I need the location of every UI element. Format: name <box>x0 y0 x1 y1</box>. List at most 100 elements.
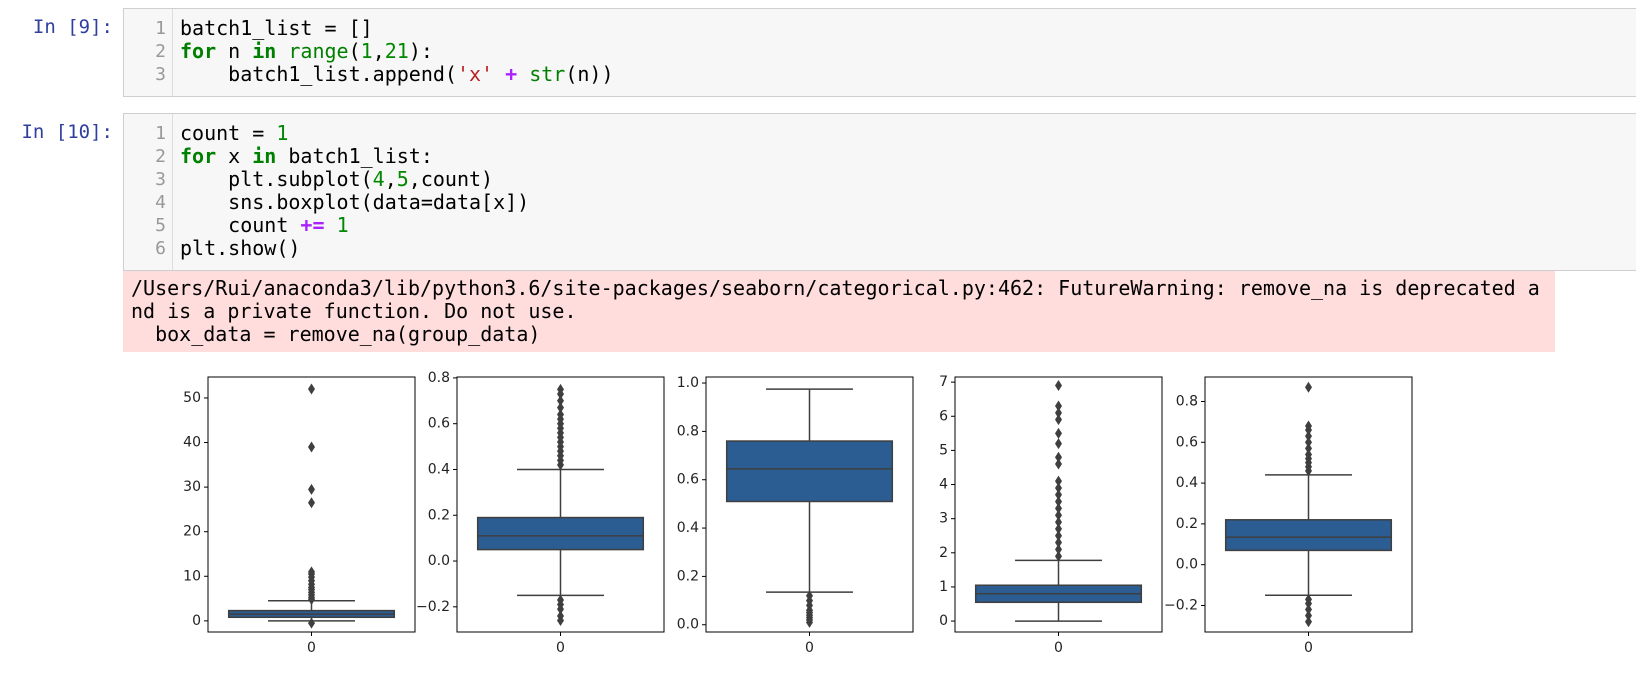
outlier <box>1055 380 1062 392</box>
code-token: for <box>180 144 217 168</box>
y-tick-label: 0.8 <box>677 423 699 439</box>
axes-frame <box>954 376 1163 633</box>
y-tick-label: 10 <box>183 568 201 584</box>
outlier <box>308 383 315 395</box>
outlier <box>308 441 315 453</box>
code-line: for x in batch1_list: <box>180 145 433 168</box>
axes-frame <box>705 376 914 633</box>
code-line: for n in range(1,21): <box>180 40 433 63</box>
outlier <box>806 616 813 628</box>
code-token: (n)) <box>565 62 614 86</box>
code-token: ,count) <box>408 167 494 191</box>
outlier <box>308 497 315 509</box>
code-line: sns.boxplot(data=data[x]) <box>180 191 529 214</box>
line-number: 1 <box>155 123 166 144</box>
stderr-output: /Users/Rui/anaconda3/lib/python3.6/site-… <box>123 268 1555 352</box>
warning-line: /Users/Rui/anaconda3/lib/python3.6/site-… <box>131 276 1540 300</box>
code-token: n <box>216 39 253 63</box>
outlier <box>1055 438 1062 450</box>
code-line: batch1_list = [] <box>180 17 373 40</box>
y-tick-label: 0 <box>192 613 201 629</box>
code-token: for <box>180 39 217 63</box>
y-tick-label: 1.0 <box>677 375 699 391</box>
line-number: 2 <box>155 41 166 62</box>
box <box>1224 519 1393 552</box>
y-tick-label: 0.6 <box>677 472 699 488</box>
outlier <box>1305 465 1312 477</box>
cell-prompt: In [10]: <box>21 121 113 143</box>
line-number: 6 <box>155 238 166 259</box>
code-token: count <box>180 213 301 237</box>
outlier <box>1055 400 1062 412</box>
x-tick-label: 0 <box>805 640 814 656</box>
y-tick-label: 0.8 <box>428 370 450 386</box>
axes-frame <box>456 376 665 633</box>
code-token: 1 <box>336 213 349 237</box>
code-token: plt.subplot( <box>180 167 373 191</box>
code-token: batch1_list.append( <box>180 62 457 86</box>
outlier <box>557 402 564 414</box>
code-token: 4 <box>372 167 385 191</box>
outlier <box>557 395 564 407</box>
outlier <box>1055 427 1062 439</box>
code-token: sns.boxplot(data=data[x]) <box>180 190 530 214</box>
x-tick-label: 0 <box>1304 640 1313 656</box>
outlier <box>1055 496 1062 508</box>
y-tick-label: 1 <box>939 579 948 595</box>
outlier <box>1055 458 1062 470</box>
y-tick-label: 4 <box>939 477 948 493</box>
axes-frame <box>1204 376 1413 633</box>
line-number: 1 <box>155 18 166 39</box>
code-token: += <box>300 213 325 237</box>
code-line: count = 1 <box>180 122 288 145</box>
y-tick-label: 0.4 <box>1176 475 1198 491</box>
outlier <box>1055 414 1062 426</box>
code-token: 'x' <box>456 62 494 86</box>
outlier <box>1305 436 1312 448</box>
y-tick-label: 5 <box>939 442 948 458</box>
code-token: 21 <box>384 39 409 63</box>
y-tick-label: 3 <box>939 511 948 527</box>
code-token: + <box>505 62 518 86</box>
y-tick-label: 0 <box>939 613 948 629</box>
line-number: 2 <box>155 146 166 167</box>
code-line: count += 1 <box>180 213 349 237</box>
y-tick-label: 0.0 <box>428 553 450 569</box>
outlier <box>1055 516 1062 528</box>
line-number: 3 <box>155 169 166 190</box>
code-token: in <box>252 39 277 63</box>
code-token: in <box>252 144 277 168</box>
line-number: 5 <box>155 215 166 236</box>
code-token: batch1_list = [] <box>180 16 373 40</box>
outlier <box>1305 442 1312 454</box>
y-tick-label: 6 <box>939 408 948 424</box>
line-number: 4 <box>155 192 166 213</box>
outlier <box>1055 550 1062 562</box>
outlier <box>1055 537 1062 549</box>
code-line: plt.subplot(4,5,count) <box>180 168 493 191</box>
y-tick-label: 0.0 <box>1176 557 1198 573</box>
code-token: range <box>288 39 349 63</box>
code-token <box>276 39 288 63</box>
outlier <box>308 617 315 629</box>
code-token <box>493 62 505 86</box>
y-tick-label: 2 <box>939 545 948 561</box>
code-cell: 1 2 3 4 5 6 count = 1 for x in batch1_list: plt… <box>123 113 1636 271</box>
code-token: 1 <box>276 121 289 145</box>
code-token <box>325 213 337 237</box>
code-token: 1 <box>360 39 373 63</box>
outlier <box>1055 489 1062 501</box>
code-token: str <box>529 62 566 86</box>
outlier <box>557 388 564 400</box>
y-tick-label: −0.2 <box>416 599 450 615</box>
outlier <box>1055 451 1062 463</box>
y-tick-label: 50 <box>183 390 201 406</box>
y-tick-label: −0.2 <box>1164 597 1198 613</box>
outlier <box>308 593 315 605</box>
code-token: ( <box>348 39 361 63</box>
code-token: x <box>216 144 253 168</box>
y-tick-label: 30 <box>183 479 201 495</box>
code-token <box>517 62 529 86</box>
